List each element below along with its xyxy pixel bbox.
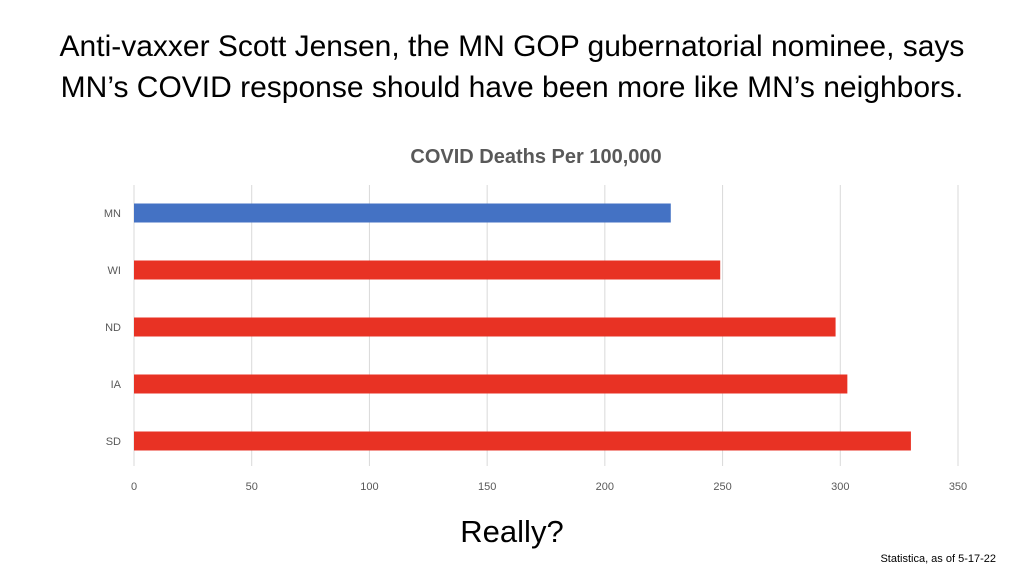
x-tick-label-100: 100 — [360, 481, 378, 493]
really-question: Really? — [460, 514, 564, 549]
bar-wi — [134, 260, 721, 280]
chart-title: COVID Deaths Per 100,000 — [410, 146, 661, 168]
x-tick-label-300: 300 — [831, 481, 849, 493]
category-label-sd: SD — [106, 436, 121, 448]
x-tick-label-50: 50 — [246, 481, 258, 493]
x-tick-label-250: 250 — [713, 481, 731, 493]
source-note: Statistica, as of 5-17-22 — [880, 553, 996, 565]
x-tick-label-150: 150 — [478, 481, 496, 493]
category-label-wi: WI — [108, 265, 121, 277]
x-tick-label-0: 0 — [131, 481, 137, 493]
headline-line-1: Anti-vaxxer Scott Jensen, the MN GOP gub… — [59, 30, 965, 63]
x-tick-label-200: 200 — [596, 481, 614, 493]
headline-line-2: MN’s COVID response should have been mor… — [60, 71, 964, 104]
x-tick-label-350: 350 — [949, 481, 967, 493]
category-label-nd: ND — [105, 322, 121, 334]
slide-headline: Anti-vaxxer Scott Jensen, the MN GOP gub… — [0, 26, 1024, 108]
x-tick-labels: 0 50 100 150 200 250 300 350 — [131, 481, 967, 493]
bar-sd — [134, 431, 911, 451]
bar-ia — [134, 374, 848, 394]
bars — [134, 203, 911, 451]
bar-nd — [134, 317, 836, 337]
category-label-ia: IA — [111, 379, 122, 391]
category-labels: MN WI ND IA SD — [104, 208, 122, 448]
bar-mn — [134, 203, 671, 223]
category-label-mn: MN — [104, 208, 121, 220]
